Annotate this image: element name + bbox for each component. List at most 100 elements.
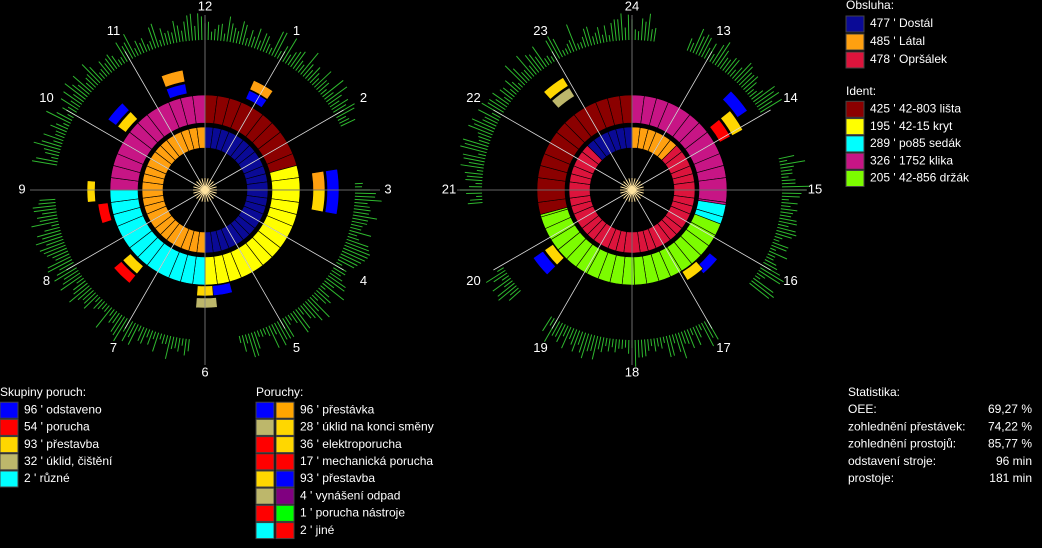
legend-swatch	[845, 135, 865, 153]
hour-label: 7	[110, 340, 117, 355]
legend-swatch	[275, 522, 295, 540]
center-star	[628, 178, 633, 191]
event-mark	[324, 189, 340, 215]
activity-bar	[287, 52, 297, 66]
activity-bar	[614, 339, 617, 353]
center-star	[631, 186, 644, 191]
activity-bar	[320, 89, 327, 95]
activity-bar	[487, 102, 504, 113]
activity-bar	[42, 232, 62, 240]
activity-bar	[498, 285, 517, 301]
legend-swatch	[845, 33, 865, 51]
activity-bar	[581, 36, 587, 48]
center-star	[204, 189, 209, 202]
activity-bar	[758, 100, 773, 111]
activity-bar	[749, 282, 770, 299]
legend-label: 4 ' vynášení odpad	[300, 488, 400, 502]
activity-bar	[347, 235, 360, 241]
activity-bar	[780, 165, 794, 169]
legend-title: Ident:	[846, 84, 876, 98]
activity-bar	[470, 198, 483, 201]
activity-bar	[93, 299, 103, 309]
activity-bar	[624, 27, 627, 41]
activity-bar	[647, 13, 652, 41]
activity-bar	[324, 92, 334, 100]
hour-label: 6	[201, 364, 208, 379]
event-mark	[195, 297, 218, 309]
activity-bar	[39, 241, 65, 252]
activity-bar	[542, 316, 553, 332]
activity-bar	[73, 280, 86, 291]
legend-label: 36 ' elektroporucha	[300, 437, 402, 451]
event-mark	[86, 180, 96, 203]
hour-line	[551, 51, 629, 184]
activity-bar	[164, 335, 169, 345]
activity-bar	[101, 303, 108, 310]
activity-bar	[683, 330, 690, 345]
activity-bar	[307, 299, 320, 312]
activity-bar	[97, 301, 106, 310]
activity-bar	[709, 53, 715, 62]
center-star	[201, 189, 206, 202]
hour-label: 12	[198, 0, 212, 13]
activity-bar	[779, 159, 788, 163]
activity-bar	[597, 336, 602, 350]
activity-bar	[39, 198, 56, 201]
activity-bar	[714, 42, 731, 66]
activity-bar	[147, 27, 157, 49]
activity-bar	[55, 130, 66, 136]
hour-label: 2	[360, 90, 367, 105]
activity-bar	[591, 335, 599, 360]
stats-label: prostoje:	[848, 471, 894, 485]
activity-bar	[346, 238, 369, 248]
legend-label: 96 ' přestávka	[300, 402, 375, 416]
activity-bar	[67, 114, 74, 119]
activity-bar	[778, 220, 797, 226]
activity-bar	[274, 322, 287, 346]
activity-bar	[566, 24, 578, 51]
activity-bar	[76, 277, 84, 284]
activity-bar	[495, 99, 508, 108]
activity-bar	[250, 36, 256, 48]
activity-bar	[620, 13, 624, 41]
activity-bar	[292, 51, 306, 69]
activity-bar	[578, 332, 587, 353]
legend-label: 93 ' přestavba	[300, 471, 375, 485]
legend-swatch	[255, 418, 275, 436]
activity-bar	[743, 76, 759, 91]
activity-bar	[241, 24, 248, 45]
activity-bar	[772, 241, 789, 249]
activity-bar	[766, 256, 774, 261]
activity-bar	[63, 269, 79, 280]
activity-bar	[754, 275, 761, 280]
activity-bar	[164, 32, 169, 45]
activity-bar	[311, 294, 319, 301]
activity-bar	[698, 34, 710, 56]
activity-bar	[751, 90, 764, 100]
activity-bar	[326, 86, 348, 103]
activity-bar	[729, 69, 737, 77]
activity-bar	[534, 56, 545, 69]
activity-bar	[336, 107, 355, 119]
activity-bar	[701, 322, 715, 347]
activity-bar	[689, 328, 694, 336]
activity-bar	[763, 261, 778, 271]
legend-label: 195 ' 42-15 kryt	[870, 119, 953, 133]
hour-label: 21	[442, 181, 456, 196]
activity-bar	[302, 64, 314, 77]
event-mark	[249, 79, 274, 100]
activity-bar	[741, 74, 755, 88]
activity-bar	[665, 335, 672, 358]
legend-swatch	[255, 453, 275, 471]
activity-bar	[634, 339, 637, 367]
activity-bar	[108, 311, 118, 323]
activity-bar	[627, 14, 630, 41]
activity-bar	[197, 13, 200, 41]
activity-bar	[736, 66, 753, 84]
activity-bar	[98, 72, 106, 79]
hour-label: 19	[533, 340, 547, 355]
activity-bar	[568, 328, 575, 340]
activity-bar	[764, 259, 777, 266]
activity-bar	[521, 71, 530, 81]
